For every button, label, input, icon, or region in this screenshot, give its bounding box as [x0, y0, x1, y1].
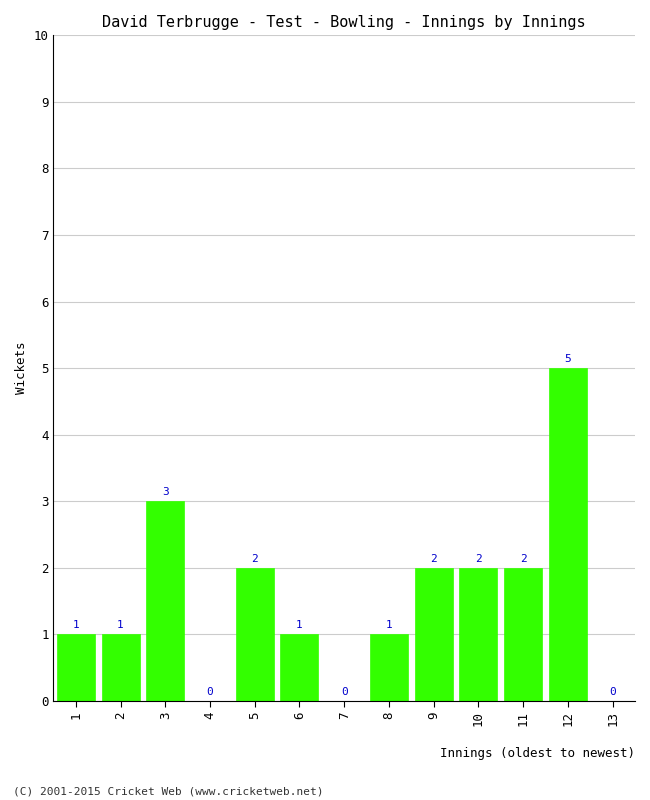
- Text: 3: 3: [162, 487, 168, 498]
- Text: 2: 2: [475, 554, 482, 564]
- Bar: [415, 568, 452, 701]
- Text: (C) 2001-2015 Cricket Web (www.cricketweb.net): (C) 2001-2015 Cricket Web (www.cricketwe…: [13, 786, 324, 796]
- Title: David Terbrugge - Test - Bowling - Innings by Innings: David Terbrugge - Test - Bowling - Innin…: [103, 15, 586, 30]
- Bar: [280, 634, 318, 701]
- Text: 1: 1: [296, 620, 303, 630]
- Bar: [370, 634, 408, 701]
- Text: 2: 2: [430, 554, 437, 564]
- Bar: [146, 502, 184, 701]
- Text: 1: 1: [385, 620, 393, 630]
- Bar: [236, 568, 274, 701]
- Bar: [504, 568, 542, 701]
- Bar: [549, 368, 587, 701]
- Text: 5: 5: [564, 354, 571, 364]
- Y-axis label: Wickets: Wickets: [15, 342, 28, 394]
- Text: 0: 0: [341, 687, 348, 697]
- X-axis label: Innings (oldest to newest): Innings (oldest to newest): [440, 747, 635, 761]
- Bar: [57, 634, 95, 701]
- Text: 0: 0: [609, 687, 616, 697]
- Text: 1: 1: [117, 620, 124, 630]
- Text: 2: 2: [520, 554, 526, 564]
- Bar: [460, 568, 497, 701]
- Bar: [101, 634, 140, 701]
- Text: 2: 2: [252, 554, 258, 564]
- Text: 1: 1: [72, 620, 79, 630]
- Text: 0: 0: [207, 687, 213, 697]
